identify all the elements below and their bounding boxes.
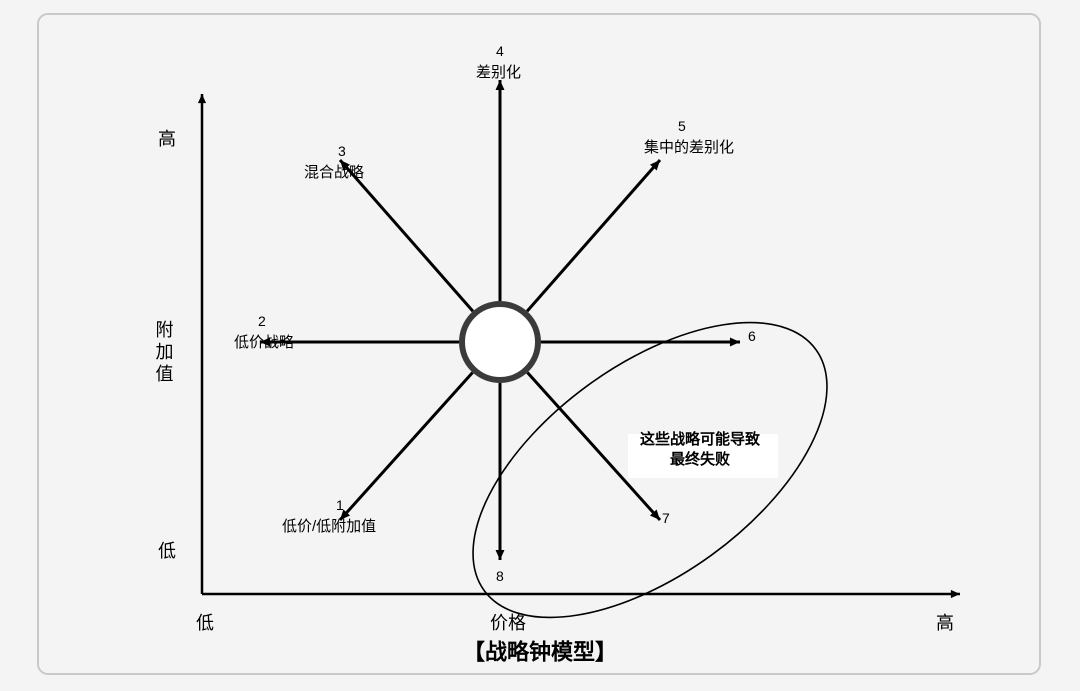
spoke-4-number: 4 — [496, 43, 504, 61]
spoke-3-number: 3 — [338, 143, 346, 161]
y-axis-low-label: 低 — [158, 540, 176, 563]
y-axis-title: 附加值 — [152, 320, 175, 386]
x-axis-low-label: 低 — [196, 612, 214, 635]
spoke-5-number: 5 — [678, 118, 686, 136]
spoke-3-label: 混合战略 — [304, 164, 364, 183]
diagram-title: 【战略钟模型】 — [463, 638, 617, 666]
spoke-1-label: 低价/低附加值 — [282, 518, 376, 537]
spoke-2-number: 2 — [258, 313, 266, 331]
spoke-5-label: 集中的差别化 — [644, 139, 734, 158]
spoke-7-number: 7 — [662, 510, 670, 528]
failure-zone-text: 这些战略可能导致最终失败 — [640, 430, 760, 471]
x-axis-title: 价格 — [490, 612, 526, 635]
spoke-4-label: 差别化 — [476, 64, 521, 83]
spoke-8-number: 8 — [496, 568, 504, 586]
spoke-1-number: 1 — [336, 497, 344, 515]
spoke-6-number: 6 — [748, 328, 756, 346]
x-axis-high-label: 高 — [936, 612, 954, 635]
y-axis-high-label: 高 — [158, 128, 176, 151]
spoke-2-label: 低价战略 — [234, 334, 294, 353]
